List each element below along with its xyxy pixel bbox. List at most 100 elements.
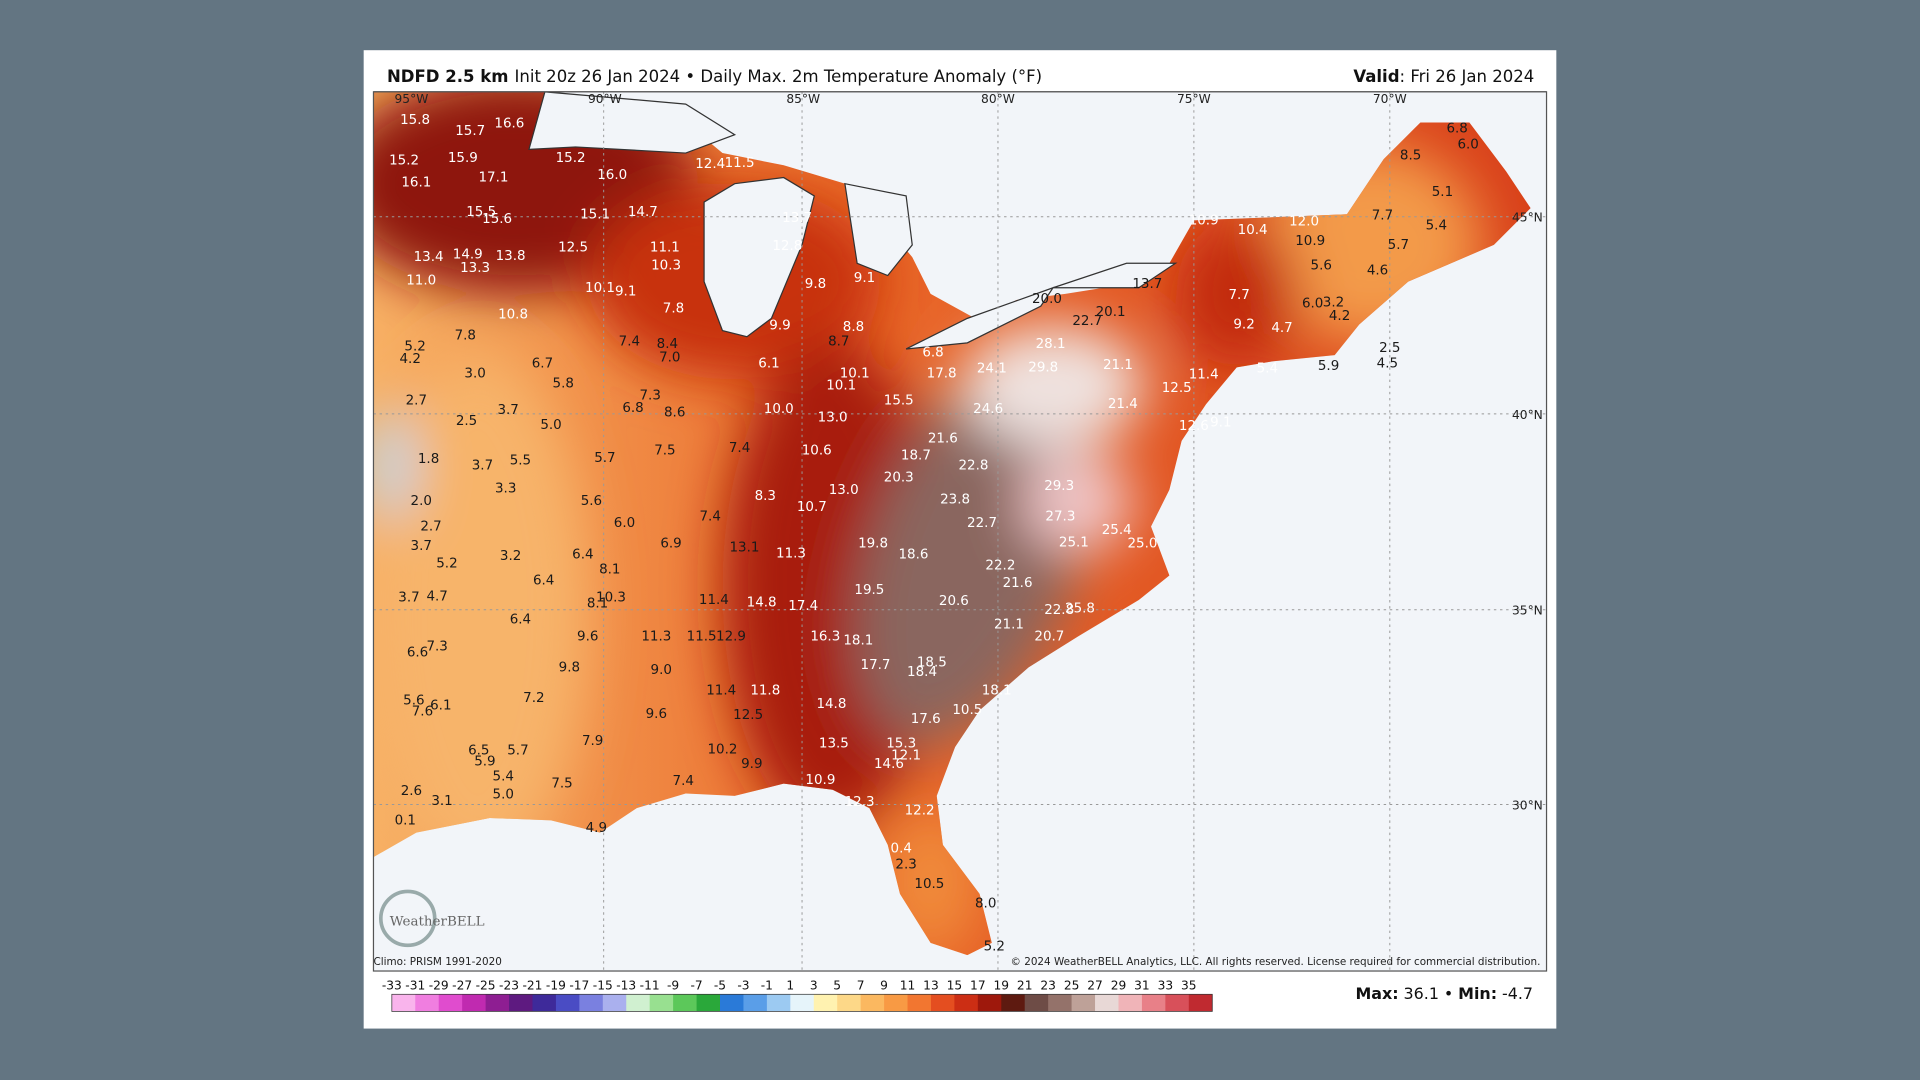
map-value-label: 5.7 [594, 451, 615, 466]
map-value-label: 15.9 [448, 151, 478, 166]
map-value-label: 6.4 [510, 613, 531, 628]
colorbar-tick-label: 7 [857, 978, 865, 992]
map-value-label: 0.4 [891, 842, 912, 857]
map-value-label: 3.1 [431, 794, 452, 809]
colorbar-tick-label: -33 [382, 978, 402, 992]
colorbar-swatch [391, 994, 416, 1012]
map-value-label: 5.7 [507, 744, 528, 759]
map-value-label: 7.4 [729, 441, 750, 456]
map-value-label: 5.9 [474, 755, 495, 770]
colorbar-tick-label: -3 [737, 978, 749, 992]
colorbar: -33 -31 -29 -27 -25 -23 -21 -19 -17 -15 -13 -11 -9 -7… [382, 978, 1213, 1012]
map-value-label: 8.1 [599, 562, 620, 577]
map-value-label: 13.5 [819, 736, 849, 751]
map-value-label: 5.6 [403, 693, 424, 708]
map-value-label: 15.2 [556, 151, 586, 166]
map-value-label: 22.8 [958, 458, 988, 473]
map-value-label: 9.0 [651, 663, 672, 678]
valid: Valid: Fri 26 Jan 2024 [1353, 67, 1534, 86]
latitude-label: 45°N [1512, 211, 1543, 225]
map-value-label: 9.1 [854, 271, 875, 286]
colorbar-swatch [1024, 994, 1049, 1012]
colorbar-tick-label: 31 [1134, 978, 1150, 992]
map-value-label: 6.0 [1457, 137, 1478, 152]
map-value-label: 18.5 [917, 655, 947, 670]
colorbar-swatch [884, 994, 908, 1012]
colorbar-swatch [626, 994, 651, 1012]
colorbar-swatch [1001, 994, 1026, 1012]
map-value-label: 4.2 [400, 352, 421, 367]
colorbar-swatch [860, 994, 885, 1012]
map-value-label: 21.1 [1103, 358, 1133, 373]
map-value-label: 15.8 [400, 113, 430, 128]
colorbar-swatch [579, 994, 604, 1012]
map-value-label: 23.8 [940, 493, 970, 508]
map-value-label: 6.6 [407, 646, 428, 661]
map-value-label: 11.4 [699, 593, 729, 608]
colorbar-tick-label: 13 [923, 978, 939, 992]
map-value-label: 20.3 [884, 471, 914, 486]
map-value-label: 15.5 [884, 393, 914, 408]
map-value-label: 7.8 [663, 302, 684, 317]
map-value-label: 4.5 [1377, 357, 1398, 372]
map-value-label: 12.5 [558, 240, 588, 255]
colorbar-swatch [1071, 994, 1096, 1012]
map-value-label: 3.7 [497, 403, 518, 418]
map-value-label: 7.2 [523, 691, 544, 706]
latitude-label: 30°N [1512, 798, 1543, 812]
colorbar-tick-label: -13 [616, 978, 636, 992]
colorbar-tick-label: 25 [1064, 978, 1080, 992]
colorbar-tick-label: 1 [786, 978, 794, 992]
map-value-label: 3.7 [398, 591, 419, 606]
map-value-label: 13.4 [414, 250, 444, 265]
map-value-label: 6.4 [533, 573, 554, 588]
map-value-label: 8.3 [755, 489, 776, 504]
colorbar-swatch [1048, 994, 1072, 1012]
colorbar-tick-label: -31 [405, 978, 425, 992]
map-value-label: 5.6 [581, 494, 602, 509]
map-value-label: 16.3 [810, 630, 840, 645]
colorbar-tick-label: -27 [452, 978, 472, 992]
map-value-label: 14.8 [816, 697, 846, 712]
map-value-label: 15.5 [466, 205, 496, 220]
colorbar-tick-label: 21 [1017, 978, 1033, 992]
map-value-label: 14.6 [874, 757, 904, 772]
map-value-label: 18.4 [907, 665, 937, 680]
map-value-label: 15.1 [580, 207, 610, 222]
map-value-label: 12.1 [891, 749, 921, 764]
map-value-label: 3.3 [495, 482, 516, 497]
map-value-label: 7.0 [659, 351, 680, 366]
map-value-label: 5.2 [436, 556, 457, 571]
map-value-label: 15.6 [482, 212, 512, 227]
map-value-label: 24.6 [973, 402, 1003, 417]
colorbar-swatch [649, 994, 674, 1012]
map-value-label: 9.9 [741, 757, 762, 772]
map-labels: 15.8 15.7 16.6 15.2 15.9 15.2 16.1 17.1 16.0 12.4… [389, 113, 1479, 955]
coord-labels: 95°W 90°W 85°W 80°W 75°W 70°W 45°N 40°N 35°N 30°N [395, 92, 1543, 813]
map-value-label: 21.6 [928, 431, 958, 446]
separator: • [1444, 984, 1453, 1003]
map-value-label: 11.3 [641, 630, 671, 645]
map-value-label: 11.8 [750, 684, 780, 699]
map-value-label: 14.9 [453, 248, 483, 263]
map-value-label: 13.7 [782, 211, 812, 226]
map-value-label: 11.1 [650, 240, 680, 255]
map-value-label: 7.5 [654, 444, 675, 459]
map-value-label: 25.0 [1127, 537, 1157, 552]
map-value-label: 10.7 [797, 500, 827, 515]
map-value-label: 0.1 [395, 813, 416, 828]
map-value-label: 21.6 [1003, 576, 1033, 591]
map-value-label: 7.8 [455, 329, 476, 344]
map-value-label: 18.1 [843, 633, 873, 648]
map-value-label: 10.4 [1238, 223, 1268, 238]
map-value-label: 7.7 [1228, 288, 1249, 303]
colorbar-tick-label: -21 [522, 978, 542, 992]
map-value-label: 5.0 [540, 418, 561, 433]
colorbar-swatch [1095, 994, 1119, 1012]
map-value-label: 5.8 [553, 376, 574, 391]
map-value-label: 10.5 [914, 877, 944, 892]
colorbar-swatch [1141, 994, 1166, 1012]
map-value-label: 3.2 [1323, 295, 1344, 310]
map-value-label: 12.5 [1162, 381, 1192, 396]
